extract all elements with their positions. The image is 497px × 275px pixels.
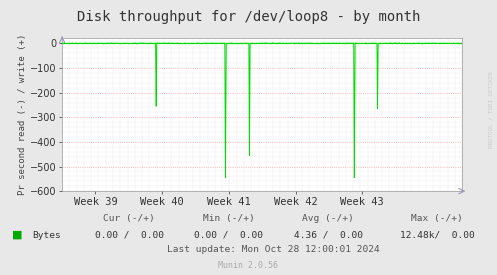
Text: 0.00 /  0.00: 0.00 / 0.00: [194, 231, 263, 240]
Text: Disk throughput for /dev/loop8 - by month: Disk throughput for /dev/loop8 - by mont…: [77, 10, 420, 24]
Text: 0.00 /  0.00: 0.00 / 0.00: [95, 231, 164, 240]
Text: Avg (-/+): Avg (-/+): [302, 214, 354, 223]
Text: ■: ■: [12, 230, 23, 240]
Text: 4.36 /  0.00: 4.36 / 0.00: [294, 231, 362, 240]
Text: Cur (-/+): Cur (-/+): [103, 214, 155, 223]
Text: Munin 2.0.56: Munin 2.0.56: [219, 261, 278, 270]
Text: Min (-/+): Min (-/+): [203, 214, 254, 223]
Text: Max (-/+): Max (-/+): [412, 214, 463, 223]
Text: Last update: Mon Oct 28 12:00:01 2024: Last update: Mon Oct 28 12:00:01 2024: [167, 246, 380, 254]
Text: 12.48k/  0.00: 12.48k/ 0.00: [400, 231, 475, 240]
Text: RRDTOOL / TOBI OETIKER: RRDTOOL / TOBI OETIKER: [489, 72, 494, 148]
Text: Bytes: Bytes: [32, 231, 61, 240]
Y-axis label: Pr second read (-) / write (+): Pr second read (-) / write (+): [18, 34, 27, 196]
